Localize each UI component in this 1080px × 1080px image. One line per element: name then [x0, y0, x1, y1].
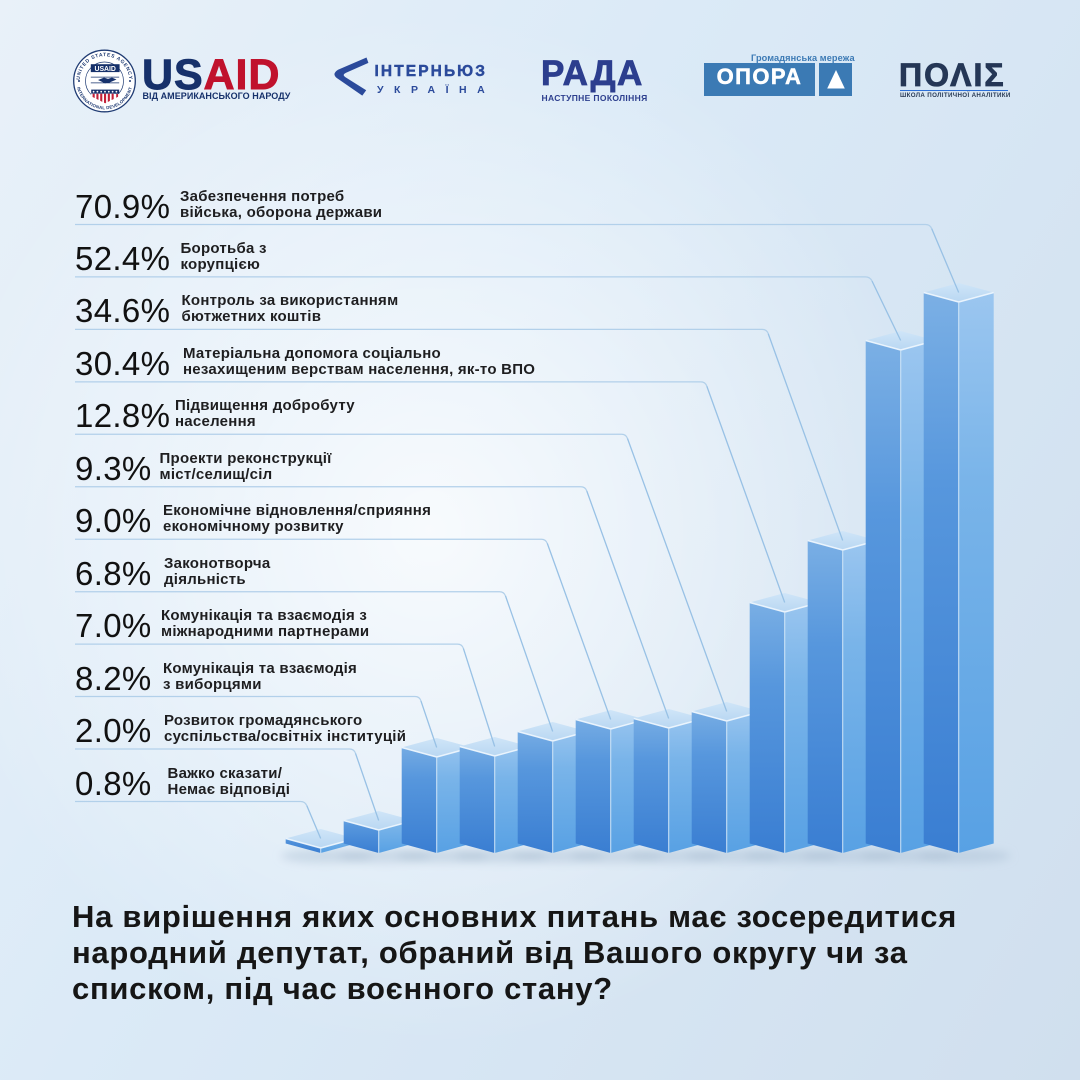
- svg-text:USAID: USAID: [94, 66, 115, 73]
